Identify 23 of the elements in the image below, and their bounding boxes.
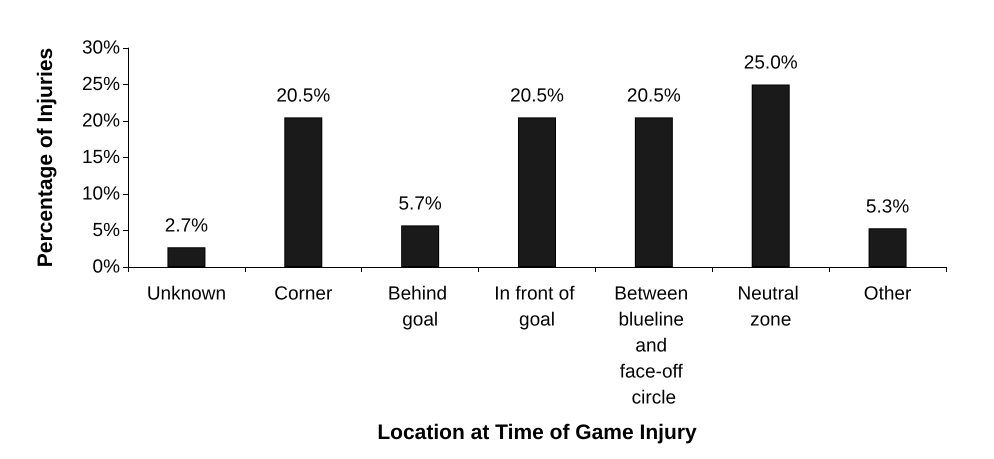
y-tick-label: 5% [92, 220, 120, 241]
x-tick-label: Behind goal [388, 284, 452, 330]
y-tick-label: 15% [82, 147, 120, 168]
data-label: 2.7% [164, 215, 208, 236]
data-label: 25.0% [744, 52, 798, 74]
y-tick-label: 30% [82, 38, 120, 58]
y-tick-label: 10% [82, 184, 120, 204]
y-axis-title: Percentage of Injuries [34, 48, 57, 268]
x-tick-label: In front of goal [494, 284, 580, 330]
data-label: 20.5% [510, 85, 564, 106]
x-tick-label: Corner [274, 284, 333, 304]
x-tick-label: Between blueline and face-off circle [614, 284, 694, 408]
x-axis-title: Location at Time of Game Injury [377, 421, 697, 444]
x-tick-label: Other [864, 284, 912, 304]
y-tick-label: 25% [82, 74, 120, 95]
data-label: 20.5% [626, 85, 681, 106]
data-label: 20.5% [276, 85, 330, 106]
data-label: 5.7% [398, 193, 442, 214]
y-tick-label: 20% [82, 110, 120, 132]
data-label: 5.3% [866, 196, 910, 218]
x-tick-label: Unknown [146, 284, 226, 304]
y-tick-label: 0% [92, 256, 120, 278]
x-tick-label: Neutral zone [737, 284, 804, 330]
